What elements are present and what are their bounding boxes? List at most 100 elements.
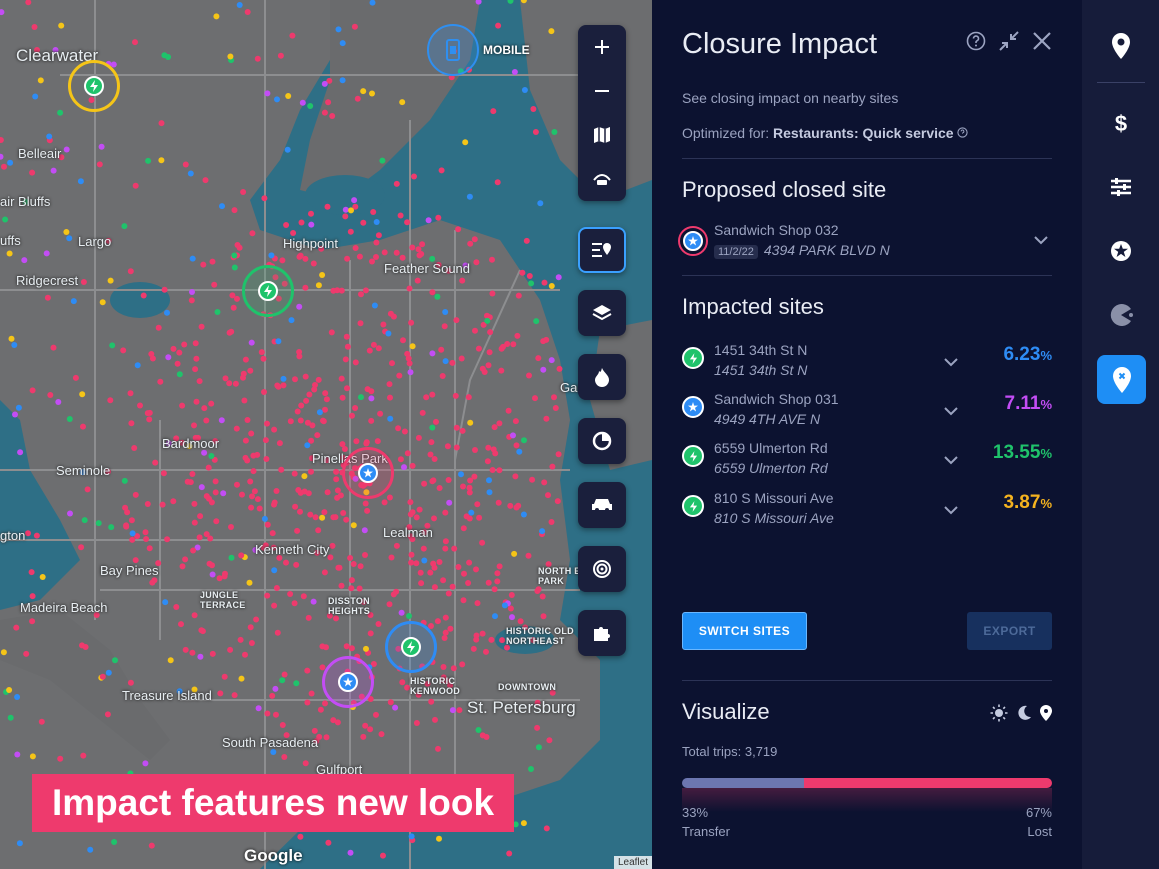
site-dot — [436, 559, 443, 565]
extensions-button[interactable] — [578, 610, 626, 656]
site-dot — [179, 402, 186, 409]
map-type-button[interactable] — [578, 113, 626, 157]
pacman-icon[interactable] — [1097, 291, 1145, 339]
site-dot — [491, 424, 498, 431]
sites-list-button[interactable] — [578, 227, 626, 273]
site-dot — [274, 382, 281, 389]
site-dot — [255, 705, 262, 712]
map-view[interactable]: Clearwater Belleair air Bluffs uffs Largo Rid… — [0, 0, 652, 869]
analytics-button[interactable] — [578, 418, 626, 464]
site-dot — [203, 417, 210, 424]
proposed-site-row[interactable]: Sandwich Shop 032 11/2/22 4394 PARK BLVD … — [678, 222, 1052, 266]
site-dot — [411, 173, 417, 180]
site-dot — [543, 415, 550, 422]
layers-button[interactable] — [578, 290, 626, 336]
pin-icon[interactable] — [1040, 705, 1052, 726]
site-dot — [212, 489, 219, 496]
site-dot — [520, 820, 527, 827]
site-dot — [209, 650, 216, 657]
site-dot — [58, 154, 65, 161]
site-dot — [212, 438, 219, 445]
impacted-site-row[interactable]: Sandwich Shop 031 4949 4TH AVE N 7.11% — [682, 391, 1052, 435]
site-dot — [15, 404, 22, 411]
traffic-button[interactable] — [578, 482, 626, 528]
site-dot — [415, 246, 422, 253]
map-label: gton — [0, 528, 26, 543]
site-dot — [316, 409, 323, 416]
impacted-site-row[interactable]: 1451 34th St N 1451 34th St N 6.23% — [682, 342, 1052, 386]
chevron-down-icon[interactable] — [944, 502, 958, 520]
site-dot — [194, 544, 201, 551]
chevron-down-icon[interactable] — [1034, 232, 1048, 250]
chevron-down-icon[interactable] — [944, 403, 958, 421]
impacted-site-row[interactable]: 6559 Ulmerton Rd 6559 Ulmerton Rd 13.55% — [682, 440, 1052, 484]
radius-button[interactable] — [578, 546, 626, 592]
sliders-icon[interactable] — [1097, 163, 1145, 211]
site-dot — [357, 563, 364, 570]
export-button[interactable]: EXPORT — [967, 612, 1052, 650]
site-dot — [226, 329, 233, 336]
site-dot — [281, 754, 288, 760]
site-dot — [22, 198, 29, 205]
site-dot — [513, 442, 520, 449]
site-dot — [297, 417, 304, 424]
site-dot — [144, 410, 151, 417]
sun-icon[interactable] — [990, 704, 1008, 727]
site-marker-shop031[interactable] — [322, 656, 374, 708]
site-dot — [429, 350, 436, 357]
site-dot — [258, 349, 265, 356]
location-pin-icon[interactable] — [1097, 22, 1145, 70]
site-dot — [326, 77, 333, 84]
help-icon[interactable] — [966, 31, 986, 56]
site-dot — [249, 230, 256, 237]
mobile-badge[interactable]: MOBILE — [427, 24, 530, 76]
site-dot — [128, 420, 135, 427]
impact-unit: % — [1040, 446, 1052, 461]
map-label: Seminole — [56, 463, 111, 478]
star-icon[interactable] — [1097, 227, 1145, 275]
site-marker-closed[interactable] — [342, 447, 394, 499]
site-dot — [370, 341, 377, 348]
site-dot — [230, 304, 237, 311]
zoom-in-button[interactable] — [578, 25, 626, 69]
site-dot — [46, 133, 53, 140]
closure-pin-icon[interactable] — [1097, 355, 1146, 404]
site-marker-34th[interactable] — [385, 621, 437, 673]
info-icon[interactable] — [957, 125, 969, 141]
site-dot — [343, 643, 350, 650]
chevron-down-icon[interactable] — [944, 452, 958, 470]
site-dot — [388, 554, 395, 561]
site-dot — [392, 704, 399, 711]
moon-icon[interactable] — [1016, 705, 1032, 726]
heatmap-button[interactable] — [578, 354, 626, 400]
site-dot — [439, 373, 446, 379]
zoom-out-button[interactable] — [578, 69, 626, 113]
site-dot — [1, 163, 7, 170]
site-marker-clearwater[interactable] — [68, 60, 120, 112]
site-dot — [522, 624, 529, 631]
drive-time-button[interactable] — [578, 157, 626, 201]
site-dot — [208, 453, 215, 459]
site-dot — [333, 476, 340, 483]
proposed-site-date: 11/2/22 — [714, 245, 758, 259]
site-dot — [416, 506, 423, 513]
site-marker-ulmerton[interactable] — [242, 265, 294, 317]
site-dot — [369, 258, 375, 265]
site-dot — [377, 410, 384, 417]
site-dot — [526, 372, 532, 379]
site-dot — [38, 718, 45, 725]
chevron-down-icon[interactable] — [944, 354, 958, 372]
site-dot — [333, 468, 340, 475]
impacted-site-row[interactable]: 810 S Missouri Ave 810 S Missouri Ave 3.87… — [682, 490, 1052, 534]
site-dot — [535, 355, 542, 362]
switch-sites-button[interactable]: SWITCH SITES — [682, 612, 807, 650]
site-dot — [505, 407, 512, 414]
close-icon[interactable] — [1032, 31, 1052, 56]
site-dot — [247, 624, 254, 631]
site-dot — [291, 600, 298, 607]
leaflet-attribution[interactable]: Leaflet — [613, 856, 652, 869]
site-dot — [226, 380, 233, 387]
site-dot — [404, 450, 411, 457]
collapse-icon[interactable] — [998, 30, 1020, 57]
dollar-icon[interactable]: $ — [1097, 100, 1145, 148]
